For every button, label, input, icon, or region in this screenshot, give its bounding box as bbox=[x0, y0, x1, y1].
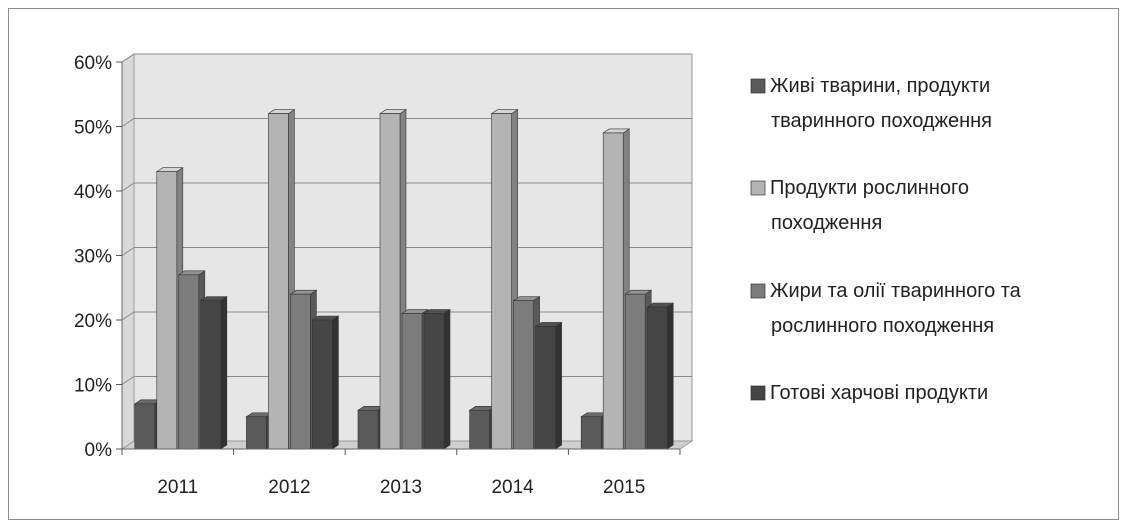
legend-entry: Продукти рослинного походження bbox=[750, 177, 969, 234]
bar bbox=[423, 308, 451, 450]
x-tick-label: 2014 bbox=[491, 477, 534, 498]
bar bbox=[534, 321, 563, 450]
legend-entry: Готові харчові продукти bbox=[750, 382, 988, 404]
x-tick-label: 2012 bbox=[268, 477, 310, 498]
legend-entry: Жири та олії тваринного та рослинного пох… bbox=[750, 280, 1022, 337]
legend-label: походження bbox=[771, 212, 882, 234]
x-tick-label: 2015 bbox=[603, 477, 645, 498]
bar bbox=[199, 296, 228, 450]
legend-entry: Живі тварини, продукти тваринного походже… bbox=[750, 75, 992, 132]
x-tick-label: 2011 bbox=[157, 477, 198, 498]
y-tick-label: 30% bbox=[74, 247, 112, 268]
y-tick-label: 60% bbox=[74, 53, 112, 74]
x-tick-label: 2013 bbox=[380, 477, 422, 498]
y-tick-label: 10% bbox=[74, 376, 112, 397]
y-axis-ticks: 0% 10% 20% 30% 40% 50% 60% bbox=[74, 53, 122, 461]
x-axis-ticks: 2011 2012 2013 2014 2015 bbox=[121, 449, 681, 498]
legend-label: Живі тварини, продукти bbox=[770, 75, 990, 97]
bar bbox=[311, 315, 340, 450]
legend-label: Жири та олії тваринного та bbox=[770, 280, 1022, 302]
gridline bbox=[121, 53, 692, 63]
bar bbox=[646, 302, 675, 450]
legend-label: тваринного походження bbox=[771, 110, 992, 132]
legend-swatch bbox=[750, 78, 766, 94]
y-tick-label: 50% bbox=[74, 118, 112, 139]
y-tick-label: 20% bbox=[74, 311, 112, 332]
legend-swatch bbox=[750, 385, 766, 401]
legend-label: Продукти рослинного bbox=[770, 177, 969, 199]
legend-swatch bbox=[750, 180, 766, 196]
legend-label: Готові харчові продукти bbox=[770, 382, 988, 404]
legend-swatch bbox=[750, 283, 766, 299]
y-tick-label: 0% bbox=[85, 440, 113, 461]
legend: Живі тварини, продукти тваринного походже… bbox=[750, 75, 1022, 404]
y-tick-label: 40% bbox=[74, 182, 112, 203]
bars bbox=[133, 109, 675, 450]
legend-label: рослинного походження bbox=[771, 315, 994, 337]
